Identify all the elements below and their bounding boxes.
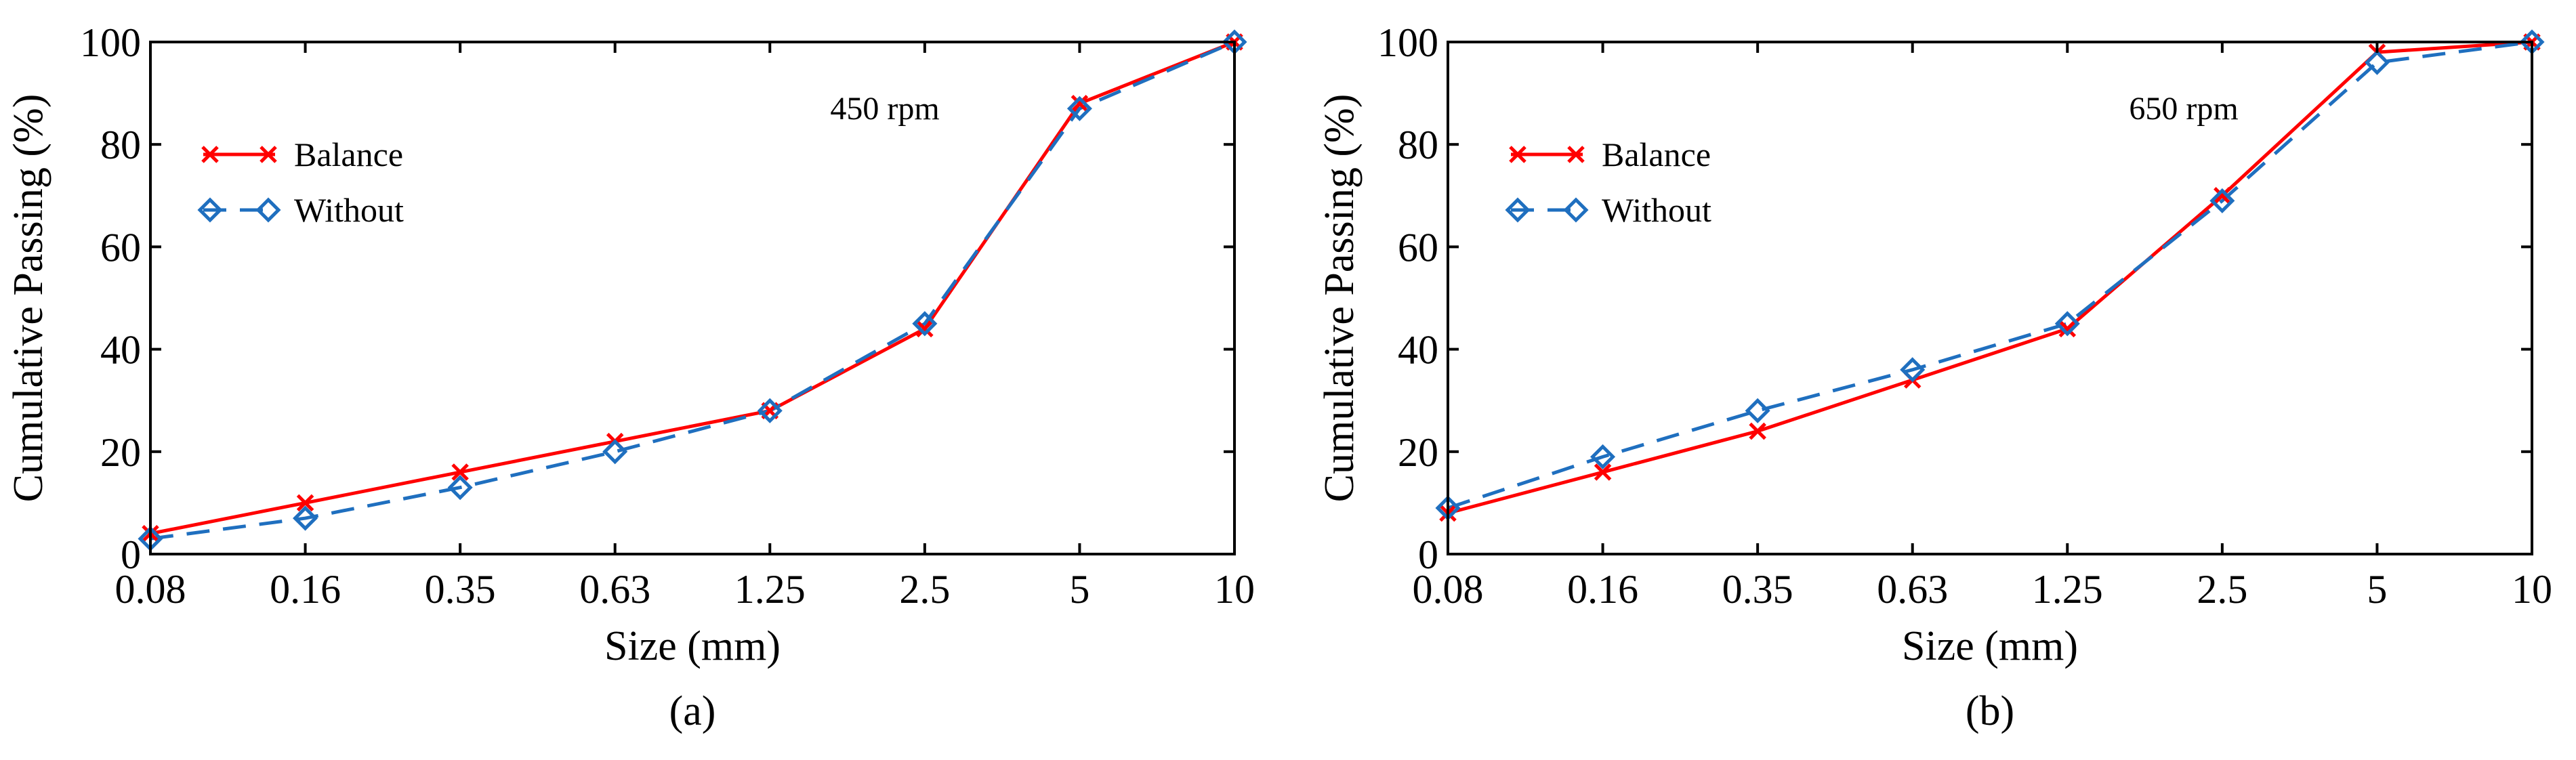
y-tick-label-0: 0	[121, 532, 141, 577]
y-tick-label-40: 40	[100, 328, 141, 373]
data-point-without-3	[1900, 357, 1926, 383]
legend-marker-balance-end	[259, 146, 277, 163]
x-axis-title: Size (mm)	[604, 623, 781, 669]
panel-label-b: (b)	[1966, 688, 2014, 734]
y-tick-label-60: 60	[100, 225, 141, 270]
x-tick-label-0.35: 0.35	[425, 567, 496, 612]
data-point-without-2	[447, 475, 473, 501]
x-tick-label-2.5: 2.5	[2197, 567, 2247, 612]
x-tick-label-5: 5	[1069, 567, 1089, 612]
y-tick-label-20: 20	[100, 430, 141, 475]
legend-marker-balance	[1509, 146, 1526, 163]
y-tick-label-100: 100	[80, 20, 141, 65]
y-tick-label-80: 80	[100, 123, 141, 167]
panel-label-a: (a)	[669, 688, 716, 734]
x-tick-label-0.16: 0.16	[1567, 567, 1638, 612]
x-tick-label-1.25: 1.25	[734, 567, 806, 612]
x-tick-label-5: 5	[2367, 567, 2387, 612]
y-axis-title: Cumulative Passing (%)	[5, 94, 51, 503]
legend-label-without: Without	[1602, 191, 1711, 229]
legend: Balance Without	[1505, 135, 1711, 229]
series-line-balance	[1447, 40, 2533, 515]
plot-frame	[149, 41, 1236, 555]
data-point-balance-1	[1594, 463, 1612, 481]
plot-frame	[1447, 41, 2533, 555]
data-point-balance-2	[1749, 422, 1766, 440]
legend-marker-balance-end	[1567, 146, 1585, 163]
y-tick-label-20: 20	[1398, 430, 1438, 475]
data-point-without-1	[1590, 444, 1616, 469]
y-axis-title: Cumulative Passing (%)	[1316, 94, 1363, 503]
legend-label-balance: Balance	[294, 135, 403, 173]
data-point-without-3	[602, 439, 628, 465]
data-point-without-1	[293, 505, 318, 531]
x-tick-label-0.08: 0.08	[115, 567, 186, 612]
data-point-without-6	[1066, 96, 1092, 121]
x-tick-label-10: 10	[1214, 567, 1255, 612]
y-tick-label-60: 60	[1398, 225, 1438, 270]
y-tick-label-80: 80	[1398, 123, 1438, 167]
x-tick-label-1.25: 1.25	[2032, 567, 2103, 612]
y-tick-label-100: 100	[1377, 20, 1438, 65]
data-point-without-2	[1745, 398, 1770, 423]
legend-marker-balance	[201, 146, 219, 163]
data-point-balance-5	[2214, 187, 2231, 205]
series-line-balance	[150, 40, 1235, 536]
legend-marker-without	[1505, 197, 1531, 223]
data-point-balance-4	[2058, 320, 2077, 338]
chart-panel-b: 0 20 40 60 80 100 0.08 0.16 0.35 0.63 1.25 2.5 5 10 Si…	[1316, 20, 2552, 734]
legend-label-without: Without	[294, 191, 404, 229]
x-tick-label-2.5: 2.5	[899, 567, 950, 612]
legend-marker-without-end	[255, 197, 281, 223]
data-point-without-5	[2209, 188, 2235, 213]
x-tick-label-0.08: 0.08	[1413, 567, 1484, 612]
x-tick-label-0.63: 0.63	[1877, 567, 1948, 612]
legend-marker-without-end	[1563, 197, 1589, 223]
data-point-balance-5	[916, 320, 934, 338]
x-tick-label-0.16: 0.16	[270, 567, 341, 612]
data-point-balance-2	[451, 463, 469, 481]
series-line-without	[150, 40, 1235, 541]
y-tick-label-0: 0	[1418, 532, 1438, 577]
speed-annotation: 650 rpm	[2129, 91, 2238, 127]
series-line-without	[1447, 40, 2533, 510]
data-point-without-5	[912, 311, 938, 337]
data-point-without-6	[2364, 49, 2390, 75]
legend-label-balance: Balance	[1602, 135, 1711, 173]
data-point-balance-1	[296, 494, 314, 512]
legend-marker-without	[197, 197, 223, 223]
data-point-without-4	[2054, 311, 2080, 337]
x-tick-label-10: 10	[2512, 567, 2552, 612]
x-tick-label-0.35: 0.35	[1722, 567, 1793, 612]
data-point-balance-6	[1071, 94, 1089, 112]
y-tick-label-40: 40	[1398, 328, 1438, 373]
legend: Balance Without	[197, 135, 404, 229]
x-axis-title: Size (mm)	[1902, 623, 2078, 669]
chart-panel-a: 0 20 40 60 80 100 0.08 0.16 0.35 0.63 1.25 2.5 5 10 Si…	[5, 20, 1255, 734]
speed-annotation: 450 rpm	[830, 91, 939, 127]
data-point-without-4	[757, 398, 783, 423]
x-tick-label-0.63: 0.63	[579, 567, 650, 612]
